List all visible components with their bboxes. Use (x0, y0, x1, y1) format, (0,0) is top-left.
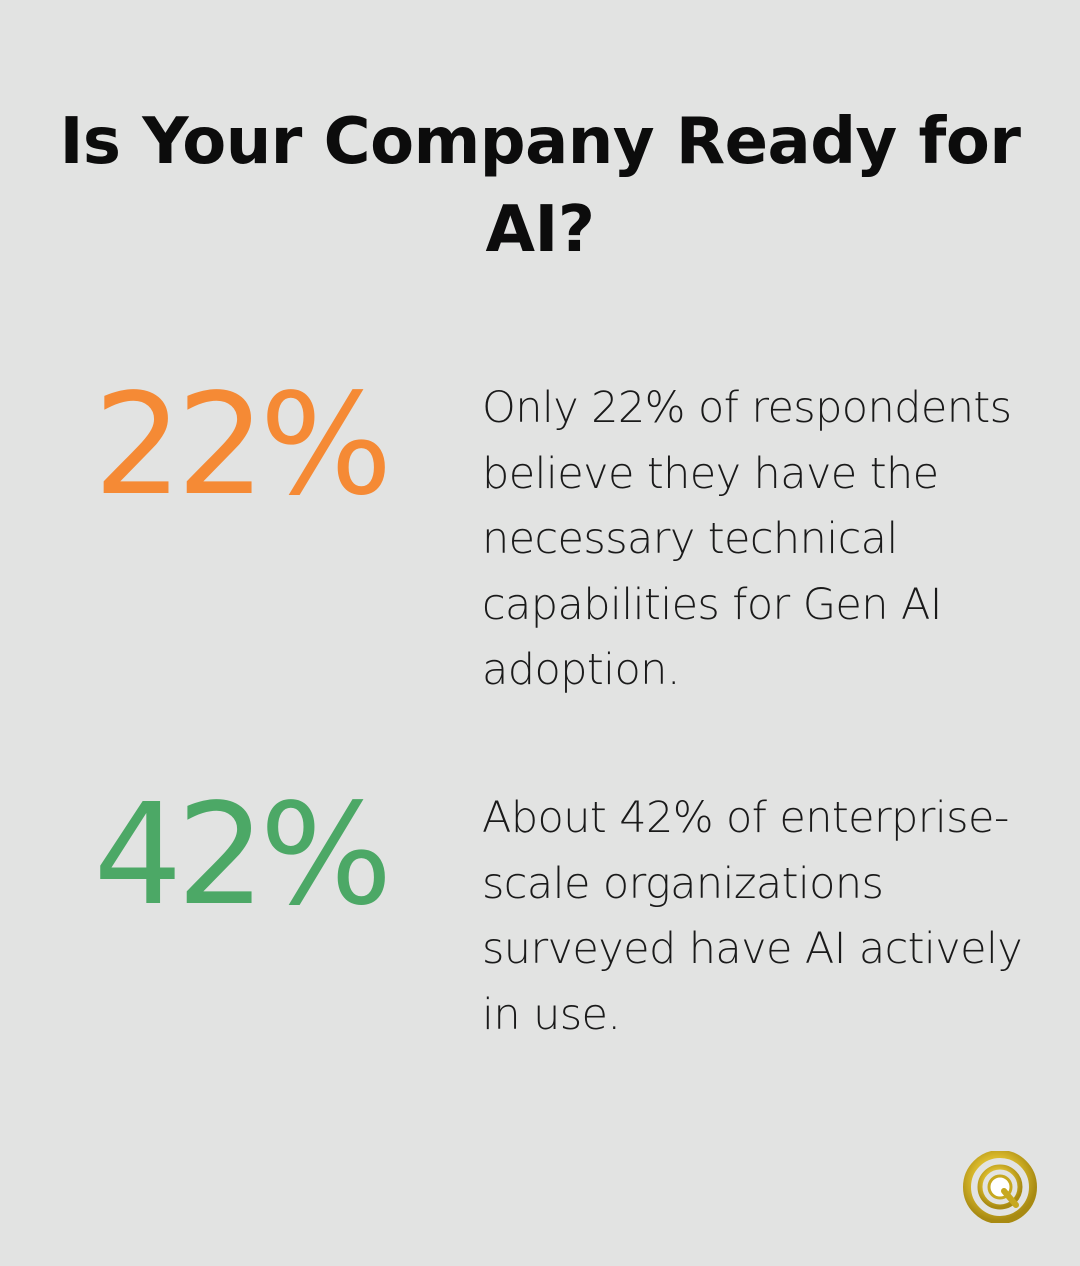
stat-value-2: 42% (93, 774, 392, 937)
page-title: Is Your Company Ready for AI? (59, 105, 1021, 267)
stat-description-2: About 42% of enterprise-scale organizati… (482, 793, 1023, 1040)
stat-value-1: 22% (93, 364, 392, 527)
company-logo-icon (960, 1150, 1040, 1224)
stat-description-1: Only 22% of respondents believe they hav… (482, 383, 1012, 695)
